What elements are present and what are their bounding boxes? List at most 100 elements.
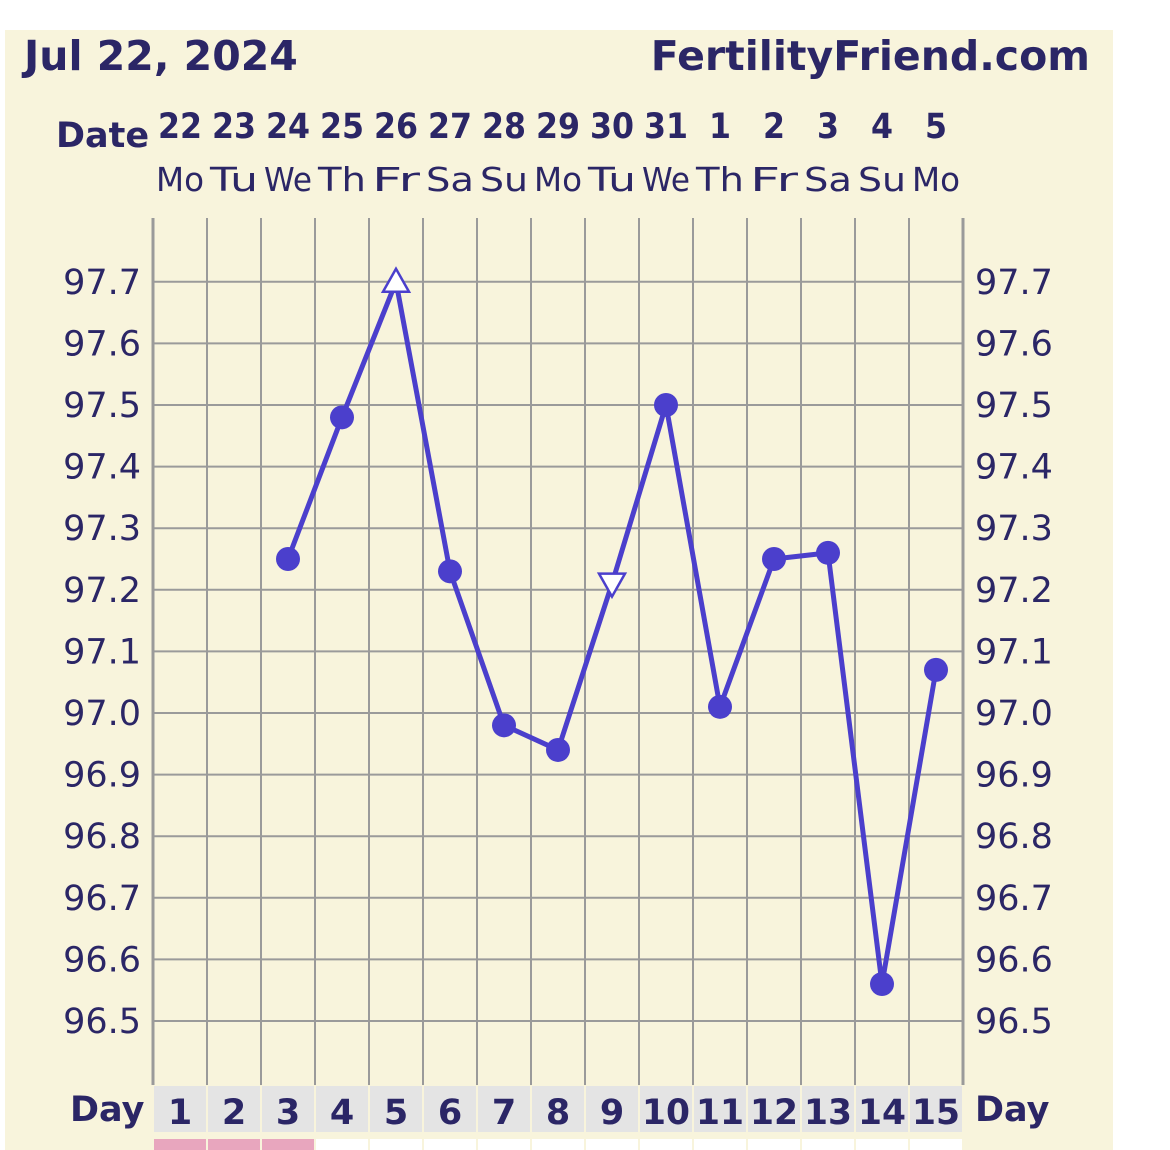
- cycle-day-label: 12: [750, 1093, 798, 1133]
- period-empty: [856, 1139, 908, 1150]
- y-tick-right: 97.4: [975, 448, 1053, 488]
- date-label: 3: [817, 107, 839, 147]
- y-tick-right: 96.6: [975, 940, 1053, 980]
- y-tick-left: 96.5: [63, 1002, 141, 1042]
- cycle-day-label: 11: [696, 1093, 744, 1133]
- date-label: 27: [428, 107, 472, 147]
- temperature-point: [708, 694, 732, 719]
- weekday-label: Mo: [534, 160, 582, 199]
- temperature-point: [492, 713, 516, 738]
- weekday-label: Tu: [587, 160, 636, 199]
- date-label: 28: [482, 107, 526, 147]
- y-tick-left: 96.8: [63, 817, 141, 857]
- cycle-day-label: 8: [546, 1093, 570, 1133]
- weekday-label: Fr: [750, 160, 799, 199]
- weekday-label: Sa: [426, 160, 474, 199]
- y-tick-left: 97.1: [63, 632, 141, 672]
- cycle-day-label: 15: [912, 1093, 960, 1133]
- cycle-day-label: 13: [804, 1093, 852, 1133]
- cycle-day-label: 3: [276, 1093, 300, 1133]
- period-empty: [370, 1139, 422, 1150]
- temperature-point: [816, 540, 840, 565]
- cycle-day-label: 14: [858, 1093, 906, 1133]
- period-empty: [424, 1139, 476, 1150]
- y-tick-left: 96.6: [63, 940, 141, 980]
- y-tick-right: 96.8: [975, 817, 1053, 857]
- weekday-label: Su: [480, 160, 528, 199]
- weekday-label: Sa: [804, 160, 852, 199]
- temperature-point: [762, 547, 786, 571]
- date-label: 31: [644, 107, 688, 147]
- y-tick-right: 96.5: [975, 1002, 1053, 1042]
- y-tick-right: 97.7: [975, 263, 1053, 303]
- cycle-day-label: 5: [384, 1093, 408, 1133]
- temperature-point: [870, 972, 894, 997]
- day-cell: [208, 1086, 260, 1132]
- day-cell: [748, 1086, 800, 1132]
- day-cell: [802, 1086, 854, 1132]
- period-empty: [748, 1139, 800, 1150]
- date-label: 25: [320, 107, 364, 147]
- day-cell: [370, 1086, 422, 1132]
- temperature-point: [330, 405, 354, 430]
- cycle-day-label: 9: [600, 1093, 624, 1133]
- temperature-point: [276, 547, 300, 571]
- y-tick-left: 97.5: [63, 386, 141, 426]
- period-empty: [478, 1139, 530, 1150]
- day-cell: [478, 1086, 530, 1132]
- date-label: 26: [374, 107, 418, 147]
- day-cell: [154, 1086, 206, 1132]
- weekday-label: We: [264, 160, 312, 199]
- y-tick-right: 97.5: [975, 386, 1053, 426]
- y-tick-left: 97.0: [63, 694, 141, 734]
- cycle-day-label: 4: [330, 1093, 354, 1133]
- y-tick-right: 97.0: [975, 694, 1053, 734]
- date-label: 30: [590, 107, 634, 147]
- period-empty: [640, 1139, 692, 1150]
- weekday-label: Mo: [156, 160, 204, 199]
- day-cell: [532, 1086, 584, 1132]
- temperature-point: [924, 657, 948, 682]
- day-row-label-right: Day: [975, 1090, 1050, 1130]
- cycle-day-label: 6: [438, 1093, 462, 1133]
- date-label: 5: [925, 107, 947, 147]
- y-tick-left: 97.7: [63, 263, 141, 303]
- date-row-label: Date: [56, 116, 150, 156]
- date-label: 4: [871, 107, 893, 147]
- weekday-label: We: [642, 160, 690, 199]
- day-cell: [910, 1086, 962, 1132]
- period-empty: [316, 1139, 368, 1150]
- weekday-label: Mo: [912, 160, 960, 199]
- weekday-label: Fr: [372, 160, 421, 199]
- period-empty: [802, 1139, 854, 1150]
- period-empty: [586, 1139, 638, 1150]
- weekday-label: Su: [858, 160, 906, 199]
- day-cell: [640, 1086, 692, 1132]
- weekday-label: Tu: [209, 160, 258, 199]
- y-tick-left: 97.2: [63, 571, 141, 611]
- day-cell: [262, 1086, 314, 1132]
- y-tick-left: 96.9: [63, 756, 141, 796]
- cycle-day-label: 2: [222, 1093, 246, 1133]
- day-cell: [856, 1086, 908, 1132]
- temperature-point-open-down: [596, 572, 628, 600]
- temperature-line: [285, 279, 939, 987]
- temperature-point: [438, 559, 462, 584]
- chart-date: Jul 22, 2024: [24, 32, 298, 80]
- y-tick-left: 97.6: [63, 324, 141, 364]
- day-cell: [694, 1086, 746, 1132]
- y-tick-left: 97.4: [63, 448, 141, 488]
- date-label: 22: [158, 107, 202, 147]
- period-empty: [694, 1139, 746, 1150]
- date-label: 1: [709, 107, 731, 147]
- day-cell: [424, 1086, 476, 1132]
- temperature-point: [654, 393, 678, 417]
- day-row-label-left: Day: [70, 1090, 145, 1130]
- period-empty: [910, 1139, 962, 1150]
- date-label: 29: [536, 107, 580, 147]
- y-tick-right: 97.2: [975, 571, 1053, 611]
- site-name[interactable]: FertilityFriend.com: [650, 32, 1090, 80]
- date-label: 23: [212, 107, 256, 147]
- y-tick-right: 97.3: [975, 509, 1053, 549]
